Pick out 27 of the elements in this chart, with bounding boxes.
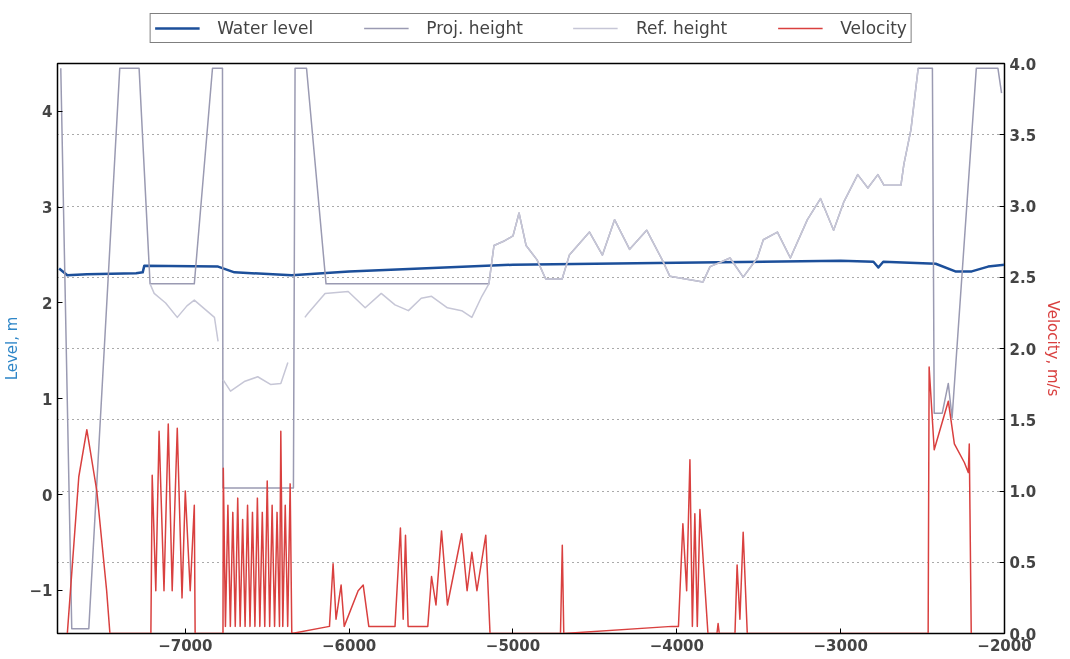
y2-tick-label: 4.0 — [1009, 55, 1037, 74]
y2-tick-label: 3.0 — [1009, 198, 1037, 216]
y2-tick-label: 2.5 — [1009, 269, 1037, 288]
y2-axis-title: Velocity, m/s — [1044, 300, 1063, 397]
y-tick-label: 1 — [42, 390, 53, 409]
line-series — [57, 259, 1005, 277]
legend-label: Water level — [217, 17, 314, 38]
x-tick-label: −3000 — [813, 636, 868, 655]
x-tick-label: −6000 — [321, 636, 377, 655]
x-tick-label: −4000 — [649, 636, 704, 655]
legend-label: Velocity — [840, 17, 907, 38]
legend-label: Ref. height — [635, 17, 728, 38]
y2-tick-label: 1.5 — [1009, 411, 1037, 430]
y-axis-title: Level, m — [3, 316, 22, 381]
y-tick-label: 3 — [42, 199, 53, 218]
x-tick-label: −7000 — [158, 636, 213, 655]
y-tick-label: −1 — [29, 582, 53, 601]
y2-tick-label: 2.0 — [1009, 340, 1037, 359]
y2-tick-label: 3.5 — [1009, 126, 1037, 145]
y-tick-label: 2 — [42, 295, 53, 313]
legend-label: Proj. height — [426, 17, 523, 38]
y-tick-label: 0 — [42, 486, 53, 505]
y2-tick-label: 1.0 — [1009, 483, 1037, 501]
y-tick-label: 4 — [42, 103, 53, 122]
y2-tick-label: 0.5 — [1009, 554, 1037, 573]
line-series — [66, 366, 972, 634]
x-tick-label: −5000 — [485, 636, 541, 655]
